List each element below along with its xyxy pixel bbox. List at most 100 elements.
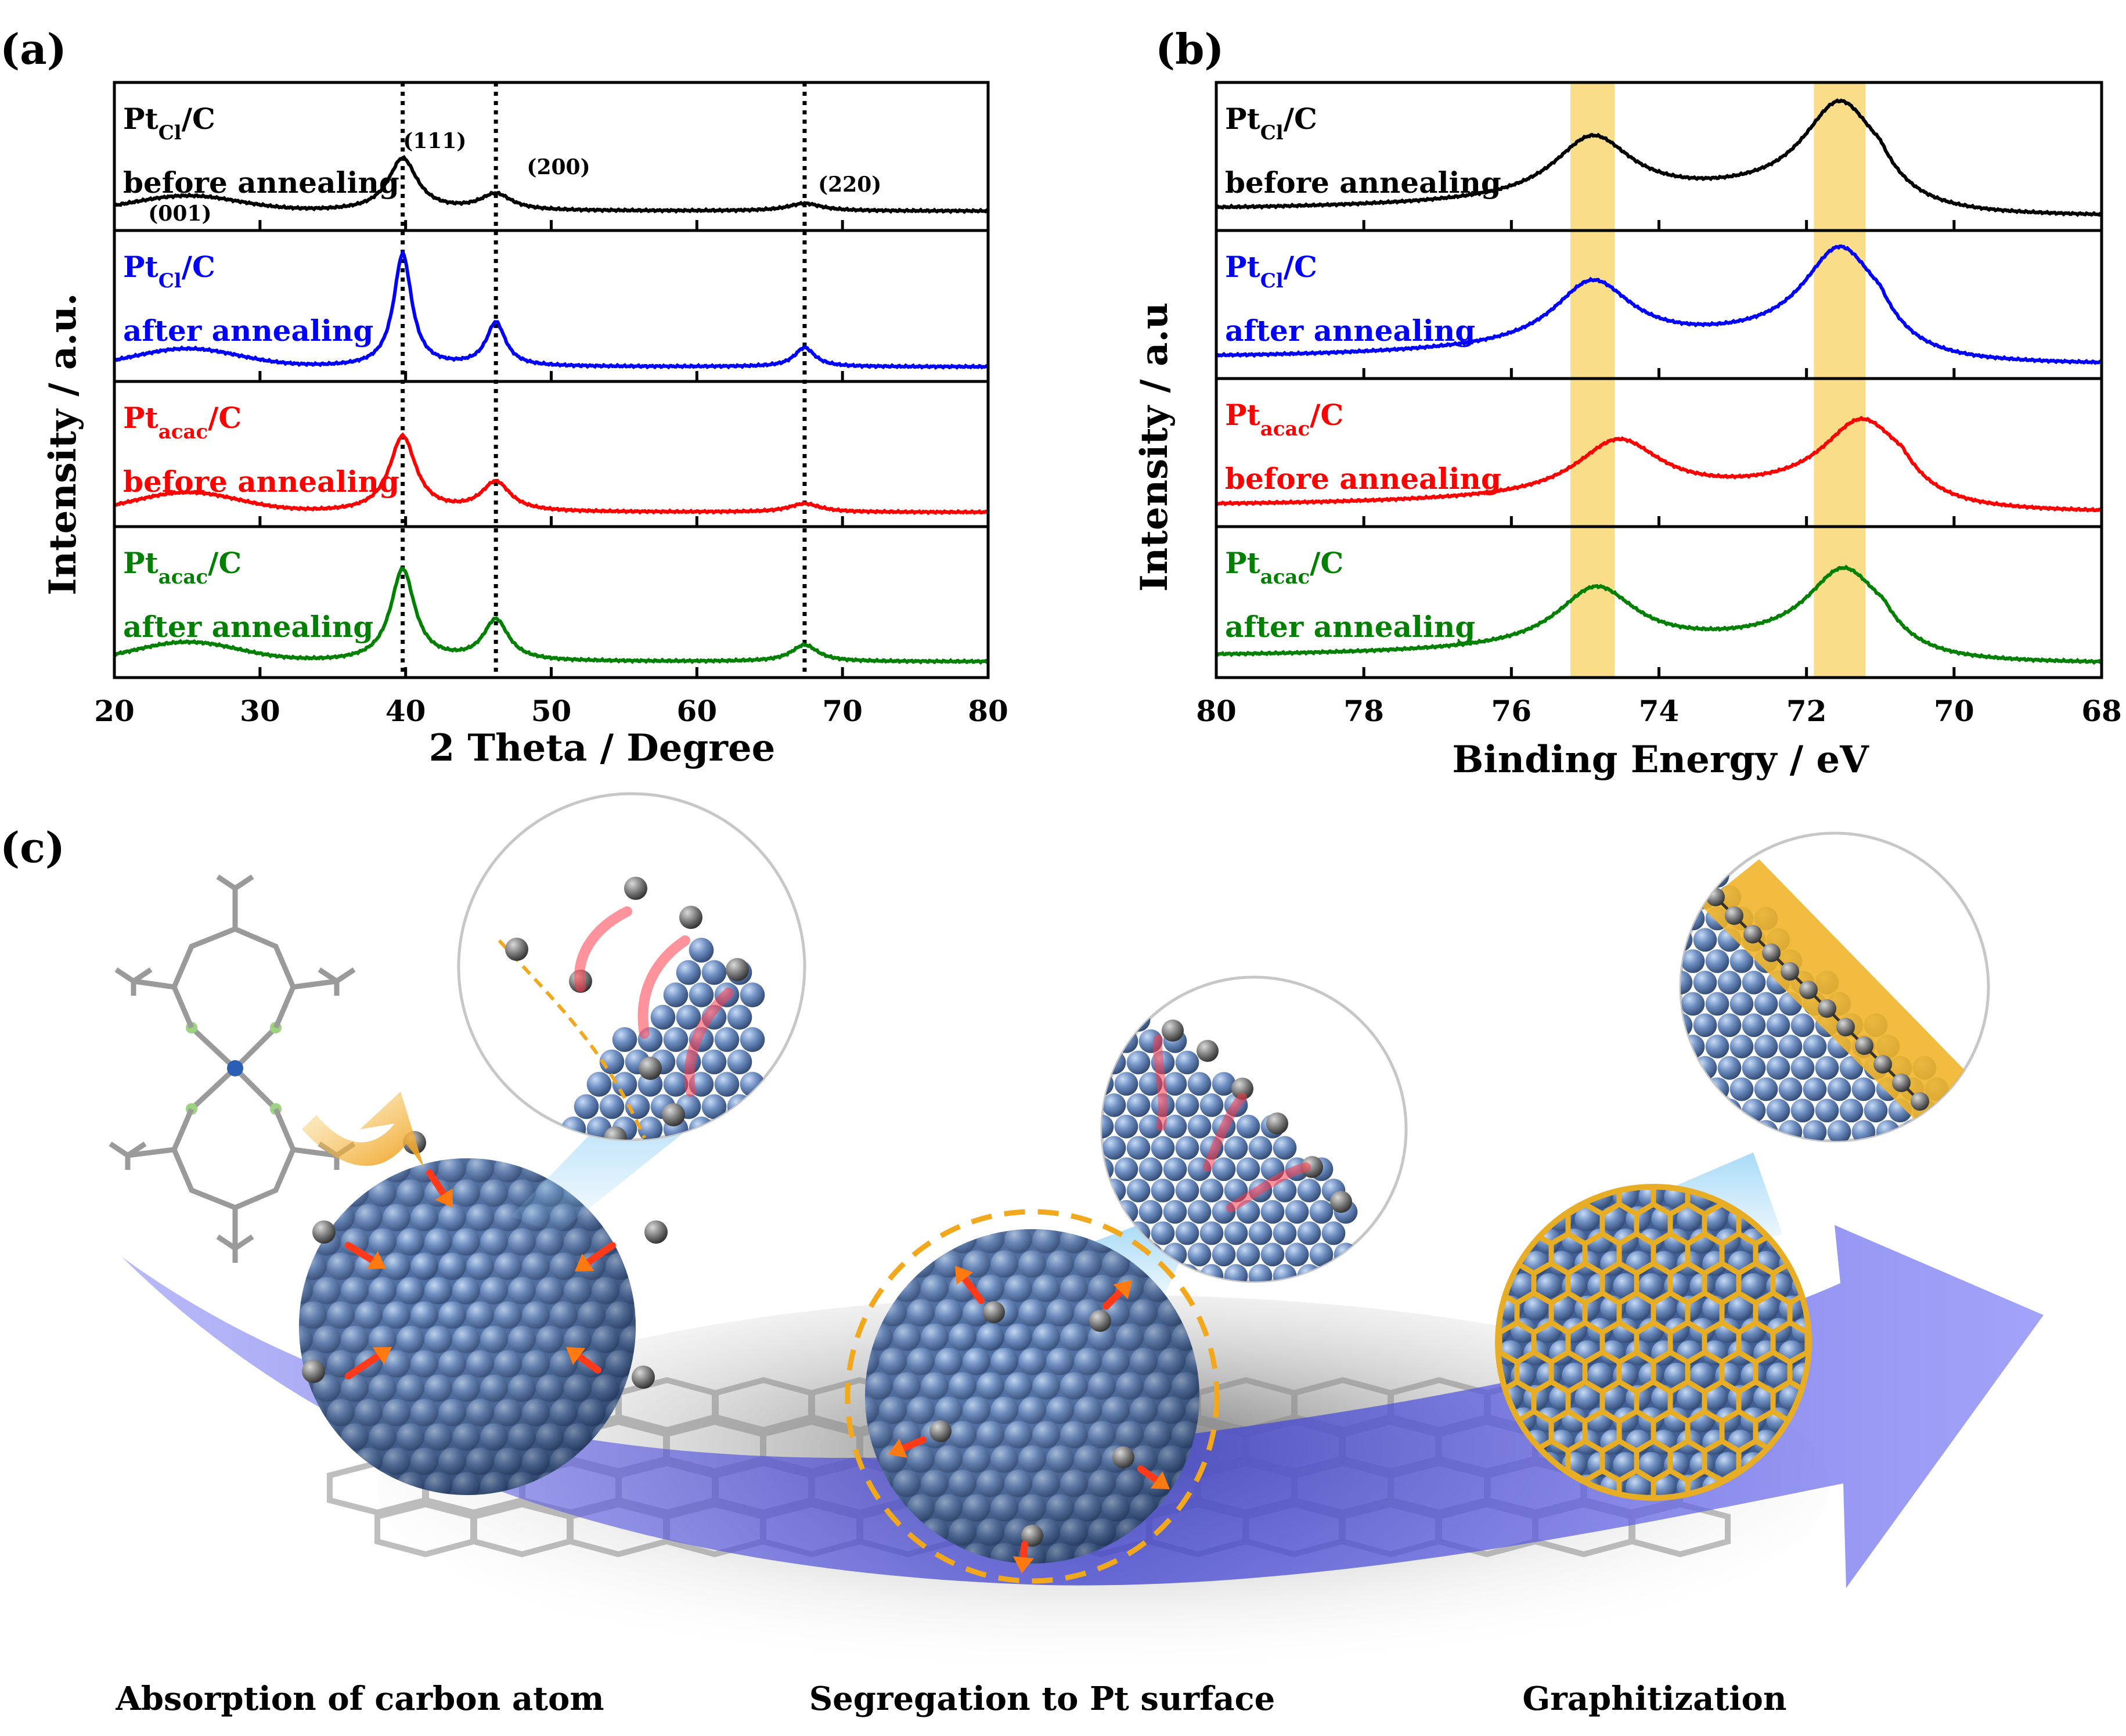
pt-atom xyxy=(701,960,727,985)
carbon-atom xyxy=(632,1366,655,1389)
pt-atom xyxy=(1803,1077,1827,1101)
graphite-layer xyxy=(1701,859,1986,1132)
migration-arrow-shaft xyxy=(961,1275,985,1304)
graphene-hexagon xyxy=(1397,1263,1432,1303)
graphene-hexagon xyxy=(1790,1589,1824,1629)
graphene-hexagon xyxy=(1517,1115,1551,1155)
panel-b-frames xyxy=(1215,81,2103,679)
pt-atom xyxy=(1102,1200,1114,1224)
pt-atom xyxy=(1114,986,1138,1011)
pt-atom xyxy=(714,1116,740,1140)
graphene-hexagon xyxy=(1414,1234,1448,1273)
carbon-atom xyxy=(1873,1055,1892,1074)
pt-atom xyxy=(701,1094,727,1119)
pt-atom xyxy=(1790,1013,1815,1038)
migration-arrow-head xyxy=(888,1438,907,1458)
peak-label-0: (001) xyxy=(148,201,211,226)
graphene-hexagon xyxy=(1565,1187,1605,1188)
pt-atom xyxy=(1689,1362,1715,1388)
pt-atom xyxy=(1753,1251,1779,1276)
caption-step2: Segregation to Pt surface xyxy=(809,1680,1275,1718)
pt-atom xyxy=(1973,1120,1988,1141)
pt-atom xyxy=(1224,1221,1248,1245)
graphene-hexagon xyxy=(1599,1187,1639,1188)
graphene-hexagon xyxy=(1517,1056,1551,1096)
pt-atom xyxy=(1638,1452,1664,1478)
pt-atom xyxy=(1681,1013,1693,1038)
pt-atom xyxy=(1626,1474,1651,1498)
panel-a-trace-labels: PtCl/C before annealing PtCl/C after anneal… xyxy=(123,102,399,644)
step2-carbon-atoms xyxy=(929,1301,1134,1547)
migration-arrow-shaft xyxy=(899,1436,927,1452)
x-tick-label-2: 76 xyxy=(1491,694,1532,728)
migration-arrow-head xyxy=(435,1188,453,1208)
migration-arrow-shaft xyxy=(585,1242,616,1266)
graphene-hexagon xyxy=(1787,1187,1809,1218)
pt-atom xyxy=(1766,1056,1790,1080)
graphene-hexagon xyxy=(1448,1056,1483,1096)
graphene-hexagon xyxy=(1483,1115,1517,1155)
series-line-0 xyxy=(113,154,989,214)
pt-atom xyxy=(1102,1008,1126,1032)
pt-atom xyxy=(1693,970,1717,995)
pt-atom xyxy=(1102,1157,1114,1182)
carbon-atom xyxy=(726,958,749,981)
pt-atom xyxy=(1778,1077,1803,1101)
panel-b-ylabel: Intensity / a.u xyxy=(1133,302,1176,592)
x-tick-label-1: 78 xyxy=(1343,694,1384,728)
graphene-hexagon xyxy=(1944,1204,1978,1244)
x-tick-label-4: 60 xyxy=(677,694,718,728)
panel-a-xrd: (a) Intensity / a.u. 2 Theta / Degree 20… xyxy=(0,24,1008,770)
pt-atom xyxy=(1715,1273,1741,1299)
trace-label-line2-0: before annealing xyxy=(123,165,399,200)
graphene-hexagon xyxy=(1804,1187,1809,1188)
graphene-hexagon xyxy=(1961,1115,1995,1155)
pt-atom xyxy=(1790,1098,1815,1123)
pt-atom xyxy=(1754,1035,1778,1058)
pt-atom xyxy=(1851,1077,1876,1101)
series-line-3 xyxy=(113,567,989,665)
migration-arrow-shaft xyxy=(575,1353,601,1374)
carbon-atom xyxy=(1266,1112,1288,1134)
pt-atom xyxy=(689,982,714,1007)
pt-atom xyxy=(1803,1035,1827,1058)
panel-a-ylabel: Intensity / a.u. xyxy=(41,293,85,596)
carbon-atom xyxy=(679,906,702,929)
series-line-0 xyxy=(1215,98,2102,217)
migration-arrow-head xyxy=(566,1347,586,1366)
molecule-to-particle-arrow xyxy=(302,1092,424,1167)
graphene-hexagon xyxy=(1448,1175,1483,1214)
pt-atom xyxy=(1778,1035,1803,1058)
graphene-hexagon xyxy=(1893,1175,1927,1214)
migration-arrow-shaft xyxy=(1102,1288,1125,1310)
x-tick-label-4: 72 xyxy=(1786,694,1827,728)
pt-atom xyxy=(1754,992,1778,1016)
pt-atom xyxy=(1766,1362,1792,1388)
graphene-hexagon xyxy=(1568,1086,1602,1125)
pt-atom xyxy=(1681,1120,1705,1141)
series-line-1 xyxy=(114,249,990,370)
pt-atom xyxy=(612,1027,637,1052)
migration-arrow-shaft xyxy=(1019,1541,1028,1561)
carbon-atom xyxy=(1725,906,1743,925)
trace-label-2: Ptacac/C xyxy=(123,401,242,444)
pt-atom xyxy=(1248,1136,1273,1160)
graphene-hexagon xyxy=(1448,1234,1483,1273)
carbon-atom xyxy=(929,1420,952,1442)
peak-label-3: (220) xyxy=(818,172,881,197)
pt-atom xyxy=(1248,1221,1273,1245)
series-line-2 xyxy=(1215,416,2103,513)
peak-label-2: (200) xyxy=(527,155,590,179)
graphene-hexagon xyxy=(1893,1530,1927,1569)
graphene-hexagon xyxy=(1653,1056,1688,1096)
graphene-hexagon xyxy=(1858,1589,1893,1629)
plot-frame-0 xyxy=(1215,81,2103,232)
carbon-atom xyxy=(604,1126,627,1140)
pt-atom xyxy=(1864,1098,1888,1123)
pt-atom xyxy=(1309,1242,1334,1267)
pt-atom xyxy=(1728,1295,1753,1321)
pt-atom xyxy=(1681,949,1705,973)
panel-b-xps: (b) Intensity / a.u Binding Energy / eV … xyxy=(1133,24,2122,781)
pt-atom xyxy=(1742,970,1766,995)
zoom-circle-absorption xyxy=(457,792,806,1141)
